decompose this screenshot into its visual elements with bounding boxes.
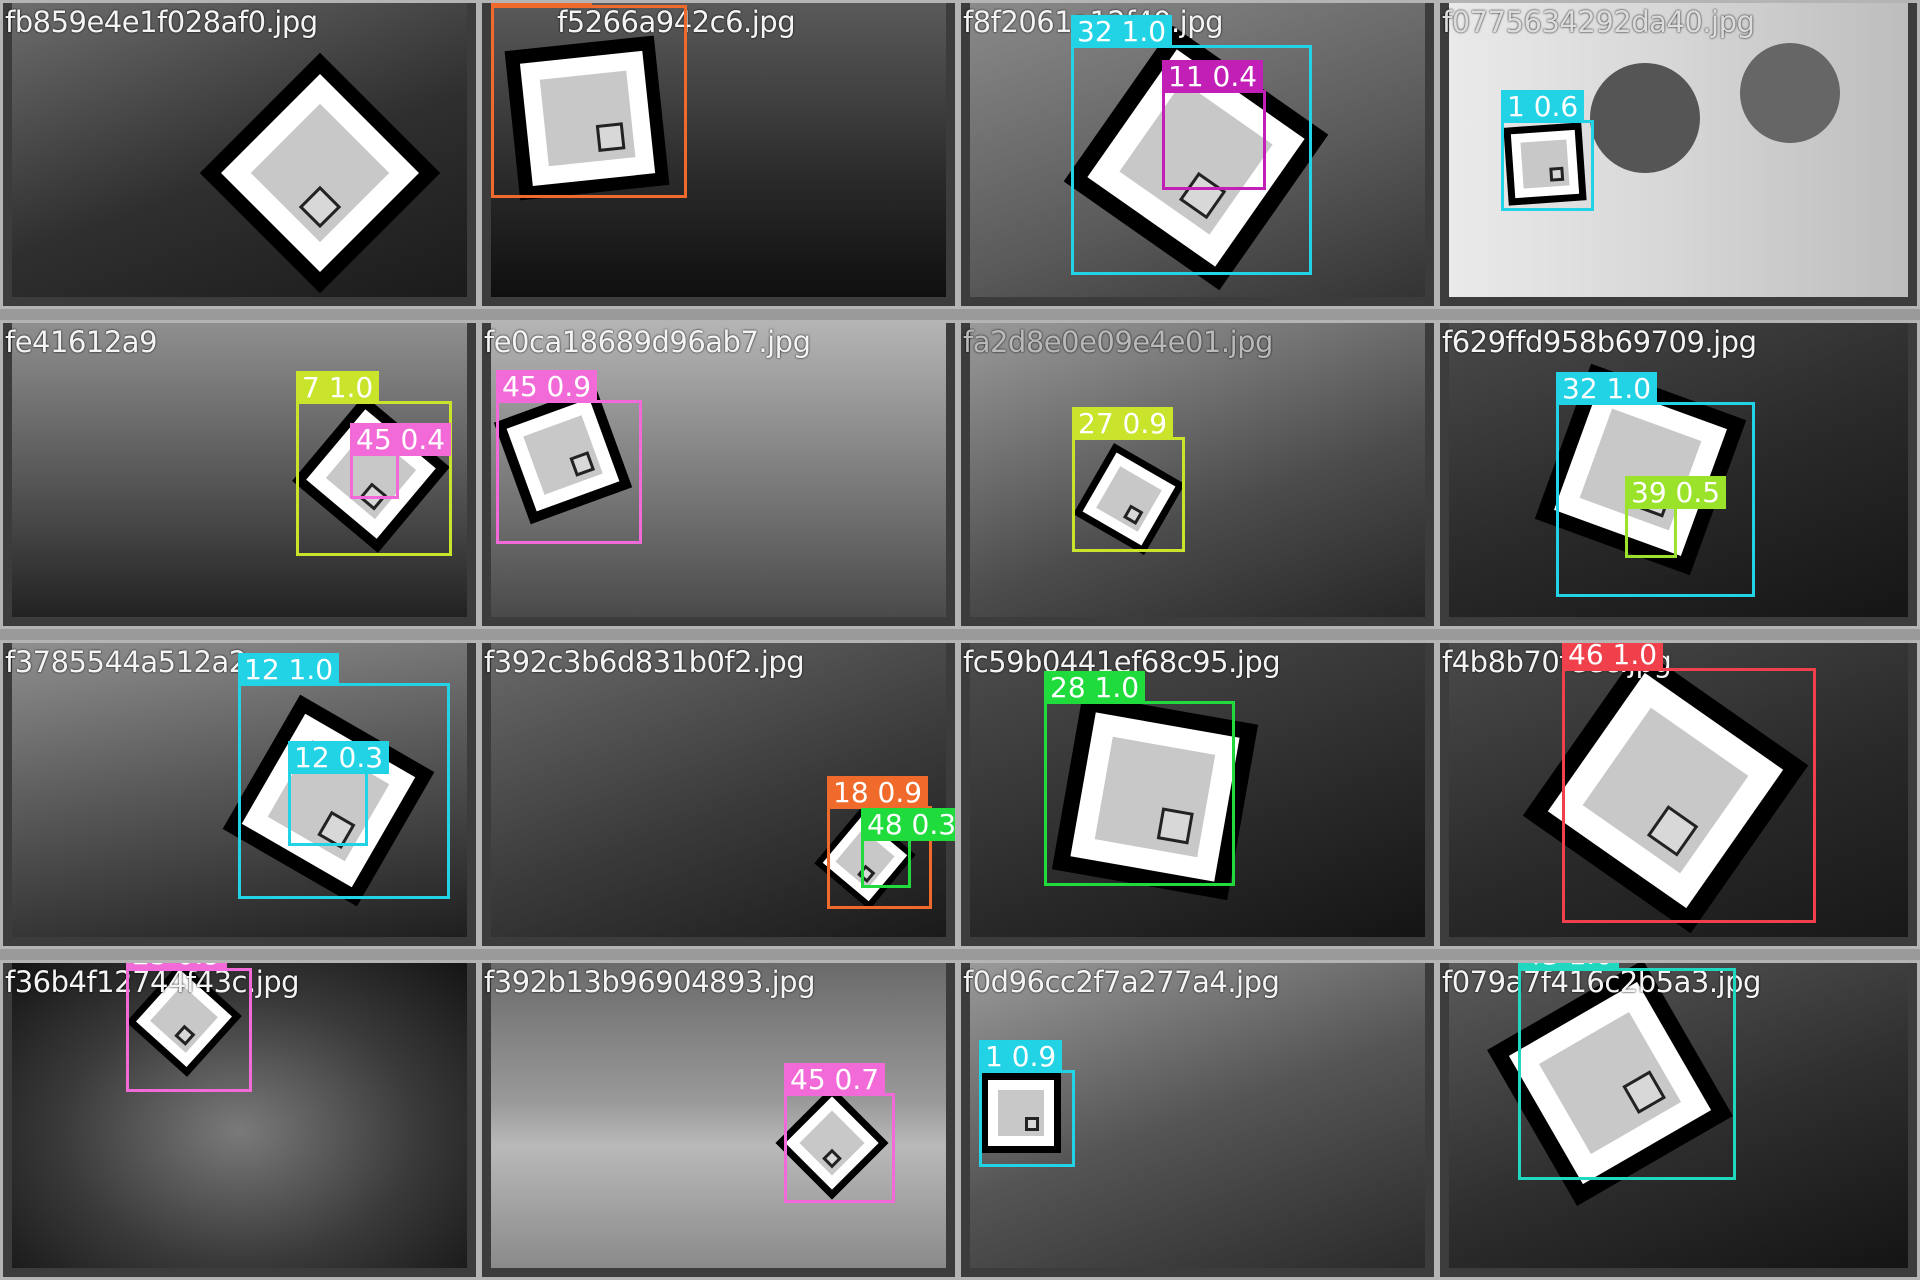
photo bbox=[970, 323, 1425, 617]
box-label: 45 0.9 bbox=[496, 370, 598, 403]
marker bbox=[981, 1073, 1061, 1153]
tile: 28 1.0 fc59b0441ef68c95.jpg bbox=[958, 640, 1437, 949]
detection-box: 32 1.0 bbox=[1556, 372, 1755, 597]
box-label: 12 0.3 bbox=[288, 741, 390, 774]
box-label: 46 1.0 bbox=[1562, 643, 1664, 671]
box-label: 45 0.7 bbox=[784, 1063, 886, 1096]
box-label: 43 1.0 bbox=[1518, 963, 1620, 971]
box-label: 38 0.3 bbox=[491, 3, 593, 8]
tile: 12 1.0 12 0.3 f3785544a512a2 bbox=[0, 640, 479, 949]
box-label: 32 1.0 bbox=[1556, 372, 1658, 405]
box-label: 45 0.4 bbox=[350, 423, 452, 456]
file-name: fe0ca18689d96ab7.jpg bbox=[484, 325, 811, 359]
file-name: f629ffd958b69709.jpg bbox=[1442, 325, 1757, 359]
detection-box: 25 0.9 bbox=[126, 963, 252, 1092]
detection-box: 12 1.0 bbox=[238, 653, 450, 899]
file-name: fe41612a9 bbox=[5, 325, 158, 359]
detection-box: 7 1.0 bbox=[296, 371, 452, 556]
file-name: f0d96cc2f7a277a4.jpg bbox=[963, 965, 1280, 999]
tile: 1 0.9 f0d96cc2f7a277a4.jpg bbox=[958, 960, 1437, 1280]
detection-box: 48 0.3 bbox=[861, 808, 955, 888]
detection-box: 1 0.6 bbox=[1501, 90, 1594, 211]
detection-box: 12 0.3 bbox=[288, 741, 390, 846]
box-label: 12 1.0 bbox=[238, 653, 340, 686]
file-name: f3785544a512a2 bbox=[5, 645, 247, 679]
tile: fb859e4e1f028af0.jpg bbox=[0, 0, 479, 309]
detection-box: 45 0.7 bbox=[784, 1063, 895, 1203]
box-label: 27 0.9 bbox=[1072, 407, 1174, 440]
detection-box: 27 0.9 bbox=[1072, 407, 1185, 552]
detection-box: 45 0.4 bbox=[350, 423, 452, 499]
box-label: 7 1.0 bbox=[296, 371, 380, 404]
tile: 43 1.0 f079a7f416c2b5a3.jpg bbox=[1437, 960, 1920, 1280]
box-label: 39 0.5 bbox=[1625, 476, 1727, 509]
detection-box: 28 1.0 bbox=[1044, 671, 1235, 886]
photo bbox=[491, 963, 946, 1268]
tile: 45 0.9 fe0ca18689d96ab7.jpg bbox=[479, 320, 958, 629]
box-label: 11 0.4 bbox=[1162, 60, 1264, 93]
box-label: 32 1.0 bbox=[1071, 15, 1173, 48]
detection-box: 18 0.9 bbox=[827, 776, 932, 909]
box-label: 25 0.9 bbox=[126, 963, 228, 971]
detection-box: 32 1.0 bbox=[1071, 15, 1312, 275]
box-label: 18 0.9 bbox=[827, 776, 929, 809]
detection-box: 39 0.5 bbox=[1625, 476, 1727, 558]
detection-box: 11 0.4 bbox=[1162, 60, 1266, 190]
tile: 1 0.6 f0775634292da40.jpg bbox=[1437, 0, 1920, 309]
tile: 45 0.7 f392b13b96904893.jpg bbox=[479, 960, 958, 1280]
box-label: 48 0.3 bbox=[861, 808, 955, 841]
file-name: fb859e4e1f028af0.jpg bbox=[5, 5, 318, 39]
file-name: f392c3b6d831b0f2.jpg bbox=[484, 645, 805, 679]
tile: 7 1.0 45 0.4 fe41612a9 bbox=[0, 320, 479, 629]
file-name: f5266a942c6.jpg bbox=[557, 5, 796, 39]
tile: 25 0.9 f36b4f12744f43c.jpg bbox=[0, 960, 479, 1280]
detection-box: 1 0.9 bbox=[979, 1040, 1075, 1167]
file-name: fa2d8e0e09e4e01.jpg bbox=[963, 325, 1273, 359]
detection-box: 38 0.3 bbox=[491, 3, 687, 198]
detection-box: 46 1.0 bbox=[1562, 643, 1816, 923]
box-label: 1 0.9 bbox=[979, 1040, 1063, 1073]
file-name: f0775634292da40.jpg bbox=[1442, 5, 1755, 39]
tile: 46 1.0 f4b8b70feec.jpg bbox=[1437, 640, 1920, 949]
box-label: 1 0.6 bbox=[1501, 90, 1585, 123]
detection-box: 43 1.0 bbox=[1518, 963, 1736, 1180]
tile: 18 0.9 48 0.3 f392c3b6d831b0f2.jpg bbox=[479, 640, 958, 949]
tile: 27 0.9 fa2d8e0e09e4e01.jpg bbox=[958, 320, 1437, 629]
file-name: f392b13b96904893.jpg bbox=[484, 965, 815, 999]
detection-box: 45 0.9 bbox=[496, 370, 642, 544]
tile: 32 1.0 39 0.5 f629ffd958b69709.jpg bbox=[1437, 320, 1920, 629]
tile: 38 0.3 f5266a942c6.jpg bbox=[479, 0, 958, 309]
box-label: 28 1.0 bbox=[1044, 671, 1146, 704]
tile: 32 1.0 11 0.4 f8f2061a12f40.jpg bbox=[958, 0, 1437, 309]
